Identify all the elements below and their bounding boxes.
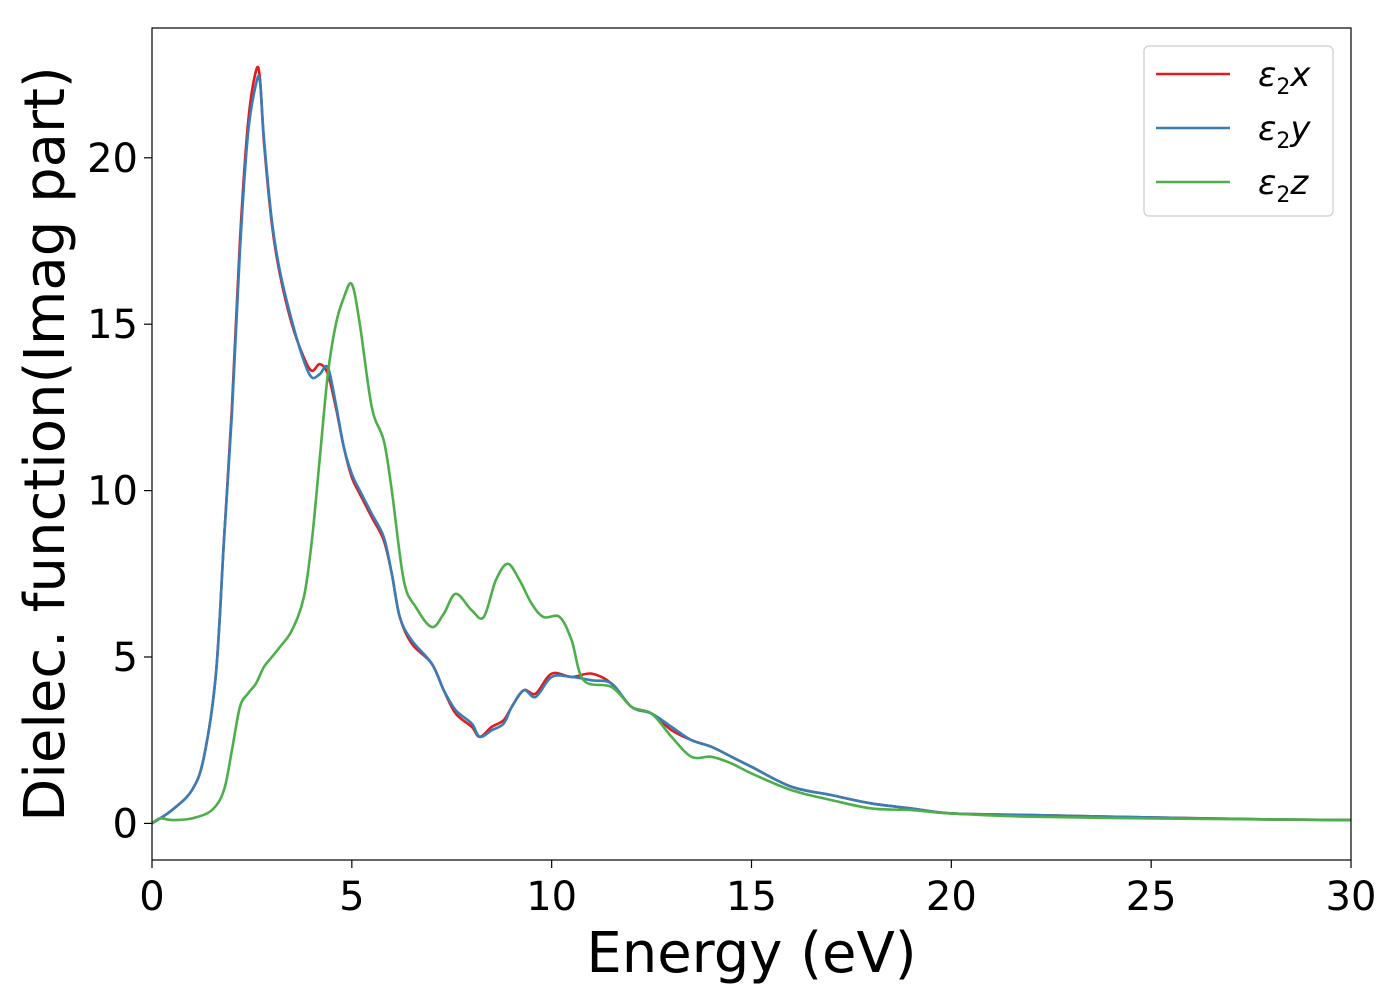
y-tick-label: 5	[113, 635, 138, 681]
y-tick-label: 20	[87, 136, 138, 182]
x-tick-label: 30	[1326, 874, 1377, 920]
legend-box	[1143, 45, 1334, 217]
x-tick-label: 5	[339, 874, 364, 920]
y-tick-label: 10	[87, 469, 138, 515]
legend: ε2x ε2y ε2z	[1143, 45, 1334, 217]
x-tick-label: 25	[1126, 874, 1177, 920]
y-tick-label: 0	[113, 801, 138, 847]
x-tick-label: 20	[926, 874, 977, 920]
legend-label-z: ε2z	[1258, 163, 1309, 208]
legend-label-x: ε2x	[1258, 55, 1311, 100]
series-line-y	[152, 74, 1351, 825]
plot-area	[152, 65, 1351, 825]
y-axis-title: Dielec. function(Imag part)	[13, 66, 78, 822]
series-line-z	[152, 281, 1351, 825]
x-tick-label: 15	[726, 874, 777, 920]
x-tick-label: 10	[526, 874, 577, 920]
x-tick-label: 0	[139, 874, 164, 920]
legend-label-y: ε2y	[1258, 109, 1311, 154]
x-axis-title: Energy (eV)	[586, 921, 916, 986]
y-tick-label: 15	[87, 302, 138, 348]
